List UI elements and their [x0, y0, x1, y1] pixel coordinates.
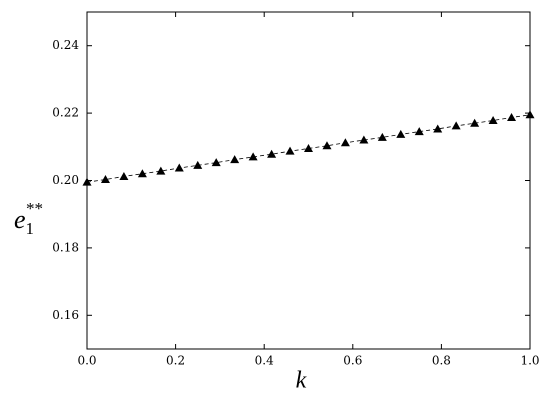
y-label-sup: **	[26, 199, 43, 218]
y-tick-label: 0.18	[52, 240, 79, 254]
x-tick-label: 1.0	[520, 354, 539, 368]
data-point	[137, 169, 147, 178]
x-tick-label: 0.8	[432, 354, 451, 368]
plot-frame	[86, 11, 531, 350]
y-axis-label: e1**	[14, 199, 43, 238]
x-tick-label: 0.6	[343, 354, 362, 368]
y-tick-label: 0.16	[52, 308, 79, 322]
x-axis-label: k	[296, 368, 307, 394]
x-tick-label: 0.0	[77, 354, 96, 368]
data-point	[340, 138, 350, 147]
data-point	[451, 121, 461, 130]
x-tick-label: 0.2	[166, 354, 185, 368]
data-point	[248, 152, 258, 161]
data-point	[174, 163, 184, 172]
data-point	[470, 118, 480, 127]
data-point	[211, 158, 221, 167]
data-point	[359, 135, 369, 144]
data-point	[193, 160, 203, 169]
data-point	[304, 143, 313, 152]
x-tick-label: 0.4	[255, 354, 274, 368]
data-point	[525, 110, 535, 119]
data-point	[377, 132, 387, 141]
data-point	[322, 141, 332, 150]
y-tick-label: 0.24	[52, 38, 79, 52]
y-tick-label: 0.22	[52, 106, 79, 120]
data-point	[119, 171, 129, 180]
y-label-sub: 1	[26, 219, 35, 238]
y-tick-label: 0.20	[52, 173, 79, 187]
data-point	[507, 112, 517, 121]
data-point	[396, 129, 406, 138]
data-point	[414, 127, 424, 136]
data-point	[100, 174, 110, 183]
data-point	[267, 149, 277, 158]
data-point	[82, 177, 92, 186]
data-point	[156, 166, 166, 175]
y-label-base: e	[14, 205, 26, 234]
data-point	[285, 146, 295, 155]
data-point	[488, 116, 498, 125]
data-point	[433, 124, 443, 133]
data-point	[230, 155, 240, 164]
